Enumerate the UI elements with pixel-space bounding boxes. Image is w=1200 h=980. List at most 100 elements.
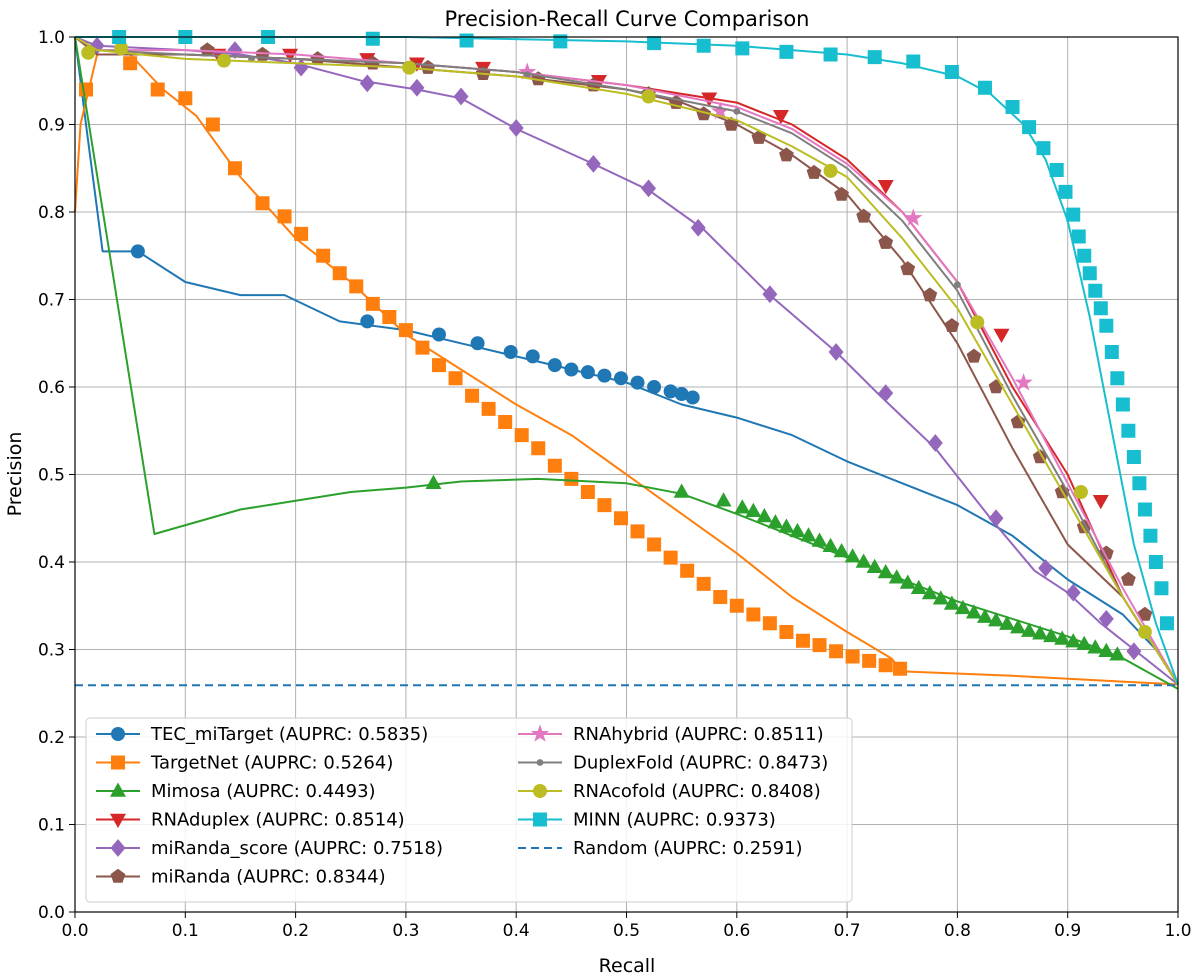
data-point xyxy=(696,38,711,53)
data-point xyxy=(966,348,982,363)
series-8 xyxy=(74,36,1179,686)
data-point xyxy=(845,649,860,664)
x-tick-label: 0.8 xyxy=(944,921,971,941)
data-point xyxy=(855,553,872,568)
data-point xyxy=(349,279,364,294)
data-point xyxy=(564,362,579,377)
data-point xyxy=(779,44,794,59)
data-point xyxy=(585,154,601,173)
data-point xyxy=(293,58,309,77)
legend-item: TEC_miTarget (AUPRC: 0.5835) xyxy=(96,724,428,745)
data-point xyxy=(465,388,480,403)
legend-item: miRanda (AUPRC: 0.8344) xyxy=(96,867,386,888)
legend-item: TargetNet (AUPRC: 0.5264) xyxy=(96,753,393,774)
data-point xyxy=(1098,609,1114,628)
y-tick-label: 0.0 xyxy=(38,903,65,923)
legend-item: DuplexFold (AUPRC: 0.8473) xyxy=(518,753,828,774)
data-point xyxy=(811,532,828,547)
data-point xyxy=(216,53,231,68)
legend-marker xyxy=(530,724,550,742)
data-point xyxy=(1093,301,1108,316)
series-2 xyxy=(74,36,1179,690)
data-point xyxy=(690,218,706,237)
x-tick-label: 0.4 xyxy=(503,921,530,941)
data-point xyxy=(81,45,96,60)
legend-item: MINN (AUPRC: 0.9373) xyxy=(518,810,776,831)
data-point xyxy=(1021,622,1038,637)
data-point xyxy=(733,107,741,115)
data-point xyxy=(900,261,916,276)
data-point xyxy=(685,390,700,405)
data-point xyxy=(641,179,657,198)
legend-item: RNAcofold (AUPRC: 0.8408) xyxy=(518,781,821,802)
y-axis-label: Precision xyxy=(4,432,26,517)
data-point xyxy=(795,633,810,648)
legend-label: RNAhybrid (AUPRC: 0.8511) xyxy=(573,724,824,745)
legend-label: RNAcofold (AUPRC: 0.8408) xyxy=(573,781,821,802)
data-point xyxy=(1073,485,1088,499)
ticks: 0.0 0.1 0.2 0.3 0.4 0.5 0.6 0.7 0.8 0.9 1.0 0.0 0.1 0… xyxy=(38,28,1192,941)
series-line xyxy=(74,36,1179,686)
data-point xyxy=(508,119,524,137)
y-tick-label: 0.4 xyxy=(38,553,65,573)
legend-item: Mimosa (AUPRC: 0.4493) xyxy=(96,781,376,802)
data-point xyxy=(1066,207,1081,222)
data-point xyxy=(597,368,612,383)
x-tick-label: 0.2 xyxy=(282,921,309,941)
data-point xyxy=(680,563,695,578)
data-point xyxy=(1022,120,1037,135)
data-point xyxy=(833,543,850,558)
data-point xyxy=(227,161,242,176)
legend-marker xyxy=(111,755,125,770)
data-point xyxy=(746,607,761,622)
data-point xyxy=(829,644,844,659)
data-point xyxy=(282,48,299,63)
data-point xyxy=(1043,627,1060,643)
data-point xyxy=(310,51,326,66)
data-point xyxy=(878,384,894,403)
series-line xyxy=(74,36,1179,685)
x-tick-label: 0.0 xyxy=(61,921,88,941)
legend-marker xyxy=(533,784,547,798)
legend-marker xyxy=(109,813,127,828)
legend-marker xyxy=(110,868,126,883)
data-point xyxy=(701,92,718,107)
data-point xyxy=(647,537,662,552)
y-tick-label: 0.1 xyxy=(38,816,65,836)
data-point xyxy=(899,574,916,589)
data-point xyxy=(564,471,579,486)
data-point xyxy=(1132,476,1147,491)
data-point xyxy=(734,499,751,514)
data-point xyxy=(823,47,838,62)
data-point xyxy=(906,54,921,69)
data-point xyxy=(856,208,872,223)
data-point xyxy=(641,89,656,104)
legend-box xyxy=(85,717,853,903)
data-point xyxy=(987,612,1005,627)
data-point xyxy=(988,379,1004,394)
data-point xyxy=(613,511,628,526)
data-point xyxy=(779,147,794,162)
legend-label: Random (AUPRC: 0.2591) xyxy=(573,838,803,859)
data-point xyxy=(993,328,1010,343)
data-point xyxy=(823,163,838,178)
data-point xyxy=(834,186,849,201)
data-point xyxy=(999,615,1016,630)
data-point xyxy=(1077,248,1092,263)
data-point xyxy=(431,327,446,342)
legend-label: RNAduplex (AUPRC: 0.8514) xyxy=(151,810,405,831)
y-tick-label: 0.9 xyxy=(38,116,65,136)
data-point xyxy=(459,33,474,48)
data-point xyxy=(205,117,220,132)
x-tick-label: 1.0 xyxy=(1164,921,1191,941)
data-point xyxy=(976,608,993,623)
legend-label: miRanda (AUPRC: 0.8344) xyxy=(151,867,386,888)
data-point xyxy=(778,518,795,533)
legend-item: RNAhybrid (AUPRC: 0.8511) xyxy=(518,724,824,745)
series-0 xyxy=(74,36,1179,686)
data-point xyxy=(597,498,612,513)
data-point xyxy=(398,323,413,338)
data-point xyxy=(1014,372,1033,391)
data-point xyxy=(1115,397,1130,412)
